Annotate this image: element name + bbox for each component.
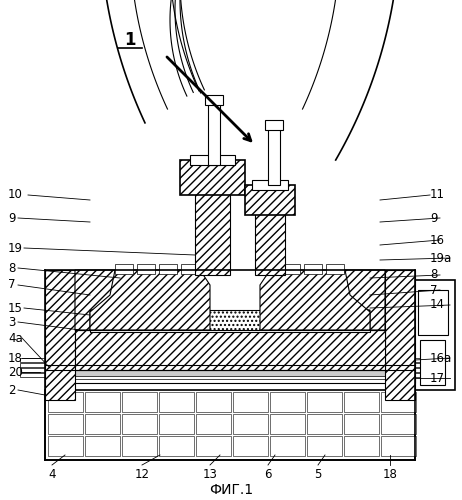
Bar (159, 414, 194, 434)
Text: 9: 9 (8, 212, 16, 224)
Bar (307, 392, 342, 412)
Text: 15: 15 (8, 302, 23, 314)
Bar (196, 436, 231, 456)
Bar (415, 358, 440, 362)
Bar (344, 436, 379, 456)
Bar (268, 125, 280, 185)
Bar (260, 264, 278, 274)
Bar (282, 264, 300, 274)
Text: 6: 6 (264, 468, 272, 481)
Bar (45, 390, 415, 460)
Bar (270, 392, 305, 412)
Bar (344, 392, 379, 412)
Text: 19a: 19a (430, 252, 452, 264)
Polygon shape (90, 270, 210, 330)
Polygon shape (260, 270, 370, 330)
Bar (85, 414, 120, 434)
Bar (420, 340, 445, 385)
Bar (48, 392, 83, 412)
Bar (45, 375, 415, 383)
Bar (85, 392, 120, 412)
Bar (159, 436, 194, 456)
Bar (20, 373, 45, 377)
Bar (48, 414, 83, 434)
Text: 12: 12 (134, 468, 150, 481)
Bar (233, 414, 268, 434)
Bar (326, 264, 344, 274)
Text: 18: 18 (8, 352, 23, 364)
Text: 13: 13 (202, 468, 218, 481)
Bar (115, 264, 133, 274)
Bar (45, 368, 415, 376)
Text: 2: 2 (8, 384, 16, 396)
Bar (122, 414, 157, 434)
Text: 1: 1 (124, 31, 136, 49)
Bar (307, 436, 342, 456)
Bar (415, 363, 440, 367)
Bar (255, 210, 285, 275)
Bar (307, 414, 342, 434)
Text: 9: 9 (430, 212, 438, 224)
Text: 16a: 16a (430, 352, 452, 364)
Text: 14: 14 (430, 298, 445, 312)
Text: 8: 8 (430, 268, 438, 281)
Bar (415, 368, 440, 372)
Bar (137, 264, 155, 274)
Bar (75, 330, 385, 370)
Bar (270, 436, 305, 456)
Text: 5: 5 (314, 468, 322, 481)
Bar (45, 270, 75, 400)
Text: ФИГ.1: ФИГ.1 (209, 483, 253, 497)
Bar (415, 373, 440, 377)
Polygon shape (75, 270, 120, 330)
Bar (304, 264, 322, 274)
Bar (205, 95, 223, 105)
Bar (270, 414, 305, 434)
Text: 10: 10 (8, 188, 23, 202)
Text: 4: 4 (48, 468, 56, 481)
Bar (252, 180, 288, 190)
Text: 8: 8 (8, 262, 15, 274)
Bar (381, 414, 416, 434)
Bar (48, 436, 83, 456)
Bar (418, 290, 448, 335)
Text: 20: 20 (8, 366, 23, 378)
Bar (122, 392, 157, 412)
Text: 19: 19 (8, 242, 23, 254)
Text: 16: 16 (430, 234, 445, 246)
Bar (196, 392, 231, 412)
Bar (208, 100, 220, 165)
Bar (245, 185, 295, 215)
Bar (385, 270, 415, 400)
Text: 4a: 4a (8, 332, 23, 344)
Text: 17: 17 (430, 372, 445, 384)
Text: 7: 7 (430, 284, 438, 296)
Bar (159, 264, 177, 274)
Bar (233, 392, 268, 412)
Bar (195, 190, 230, 275)
Bar (233, 436, 268, 456)
Bar (85, 436, 120, 456)
Bar (20, 358, 45, 362)
Bar (381, 392, 416, 412)
Bar (180, 160, 245, 195)
Bar (90, 310, 370, 332)
Bar (159, 392, 194, 412)
Bar (415, 280, 455, 390)
Bar (265, 120, 283, 130)
Polygon shape (340, 270, 385, 330)
Bar (196, 414, 231, 434)
Text: 11: 11 (430, 188, 445, 202)
Text: 7: 7 (8, 278, 16, 291)
Text: 18: 18 (383, 468, 397, 481)
Bar (122, 436, 157, 456)
Bar (190, 155, 235, 165)
Bar (381, 436, 416, 456)
Bar (181, 264, 199, 274)
Bar (20, 363, 45, 367)
Bar (344, 414, 379, 434)
Text: 3: 3 (8, 316, 15, 328)
Bar (20, 368, 45, 372)
